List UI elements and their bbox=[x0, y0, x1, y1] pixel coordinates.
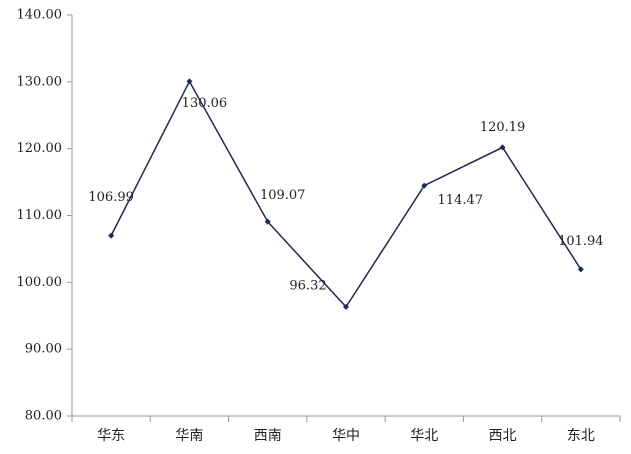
y-tick-label: 100.00 bbox=[17, 275, 63, 290]
data-label: 96.32 bbox=[289, 278, 326, 293]
marker bbox=[499, 144, 506, 151]
line bbox=[110, 79, 582, 309]
y-tick-label: 130.00 bbox=[17, 74, 63, 89]
marker bbox=[343, 303, 349, 310]
marker bbox=[108, 232, 115, 239]
data-label: 101.94 bbox=[558, 234, 604, 249]
x-tick-label: 华南 bbox=[175, 428, 203, 444]
marker bbox=[186, 78, 193, 85]
data-label: 109.07 bbox=[260, 188, 306, 203]
x-tick-label: 华中 bbox=[332, 428, 360, 444]
y-tick-label: 80.00 bbox=[25, 409, 62, 424]
marker bbox=[421, 182, 428, 189]
data-label: 114.47 bbox=[438, 193, 484, 208]
data-label: 120.19 bbox=[480, 120, 526, 135]
x-tick-label: 西北 bbox=[489, 428, 517, 444]
marker bbox=[577, 266, 584, 273]
marker bbox=[264, 218, 271, 225]
y-tick-label: 120.00 bbox=[17, 141, 63, 156]
y-tick-label: 110.00 bbox=[17, 208, 63, 223]
x-tick-label: 西南 bbox=[254, 428, 282, 444]
data-label: 130.06 bbox=[182, 96, 228, 111]
x-tick-label: 华北 bbox=[410, 428, 438, 444]
data-label: 106.99 bbox=[88, 190, 134, 205]
y-tick-label: 140.00 bbox=[17, 8, 63, 23]
x-tick-label: 华东 bbox=[97, 428, 125, 444]
y-tick-label: 90.00 bbox=[25, 342, 62, 357]
x-tick-label: 东北 bbox=[567, 428, 595, 444]
